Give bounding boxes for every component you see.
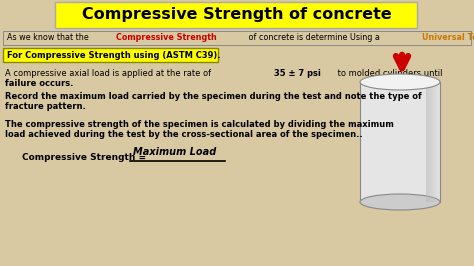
Text: 35 ± 7 psi: 35 ± 7 psi bbox=[274, 69, 321, 78]
Bar bbox=[432, 82, 433, 202]
Text: fracture pattern.: fracture pattern. bbox=[5, 102, 86, 111]
Bar bbox=[426, 82, 428, 202]
Bar bbox=[438, 82, 440, 202]
Text: Maximum Load: Maximum Load bbox=[133, 147, 216, 157]
Bar bbox=[436, 82, 437, 202]
Bar bbox=[360, 82, 440, 202]
Bar bbox=[429, 82, 430, 202]
Text: A compressive axial load is applied at the rate of: A compressive axial load is applied at t… bbox=[5, 69, 214, 78]
Text: Compressive Strength of concrete: Compressive Strength of concrete bbox=[82, 7, 392, 23]
Ellipse shape bbox=[360, 74, 440, 90]
Bar bbox=[433, 82, 434, 202]
Bar bbox=[430, 82, 432, 202]
Text: to molded cylinders until: to molded cylinders until bbox=[335, 69, 442, 78]
FancyBboxPatch shape bbox=[3, 48, 218, 62]
Text: The compressive strength of the specimen is calculated by dividing the maximum: The compressive strength of the specimen… bbox=[5, 120, 394, 129]
FancyBboxPatch shape bbox=[3, 31, 471, 45]
FancyBboxPatch shape bbox=[55, 2, 417, 28]
Bar bbox=[434, 82, 436, 202]
Text: For Compressive Strength using (ASTM C39).: For Compressive Strength using (ASTM C39… bbox=[7, 51, 220, 60]
Bar bbox=[428, 82, 429, 202]
Text: of concrete is determine Using a: of concrete is determine Using a bbox=[246, 34, 382, 43]
Bar bbox=[437, 82, 438, 202]
Text: Compressive Strength: Compressive Strength bbox=[116, 34, 217, 43]
Ellipse shape bbox=[360, 194, 440, 210]
Text: load achieved during the test by the cross-sectional area of the specimen..: load achieved during the test by the cro… bbox=[5, 130, 363, 139]
Text: failure occurs.: failure occurs. bbox=[5, 79, 73, 88]
Text: Compressive Strength =: Compressive Strength = bbox=[22, 153, 149, 163]
Text: Record the maximum load carried by the specimen during the test and note the typ: Record the maximum load carried by the s… bbox=[5, 92, 422, 101]
Text: As we know that the: As we know that the bbox=[7, 34, 91, 43]
Text: Universal Testing Machine: Universal Testing Machine bbox=[422, 34, 474, 43]
